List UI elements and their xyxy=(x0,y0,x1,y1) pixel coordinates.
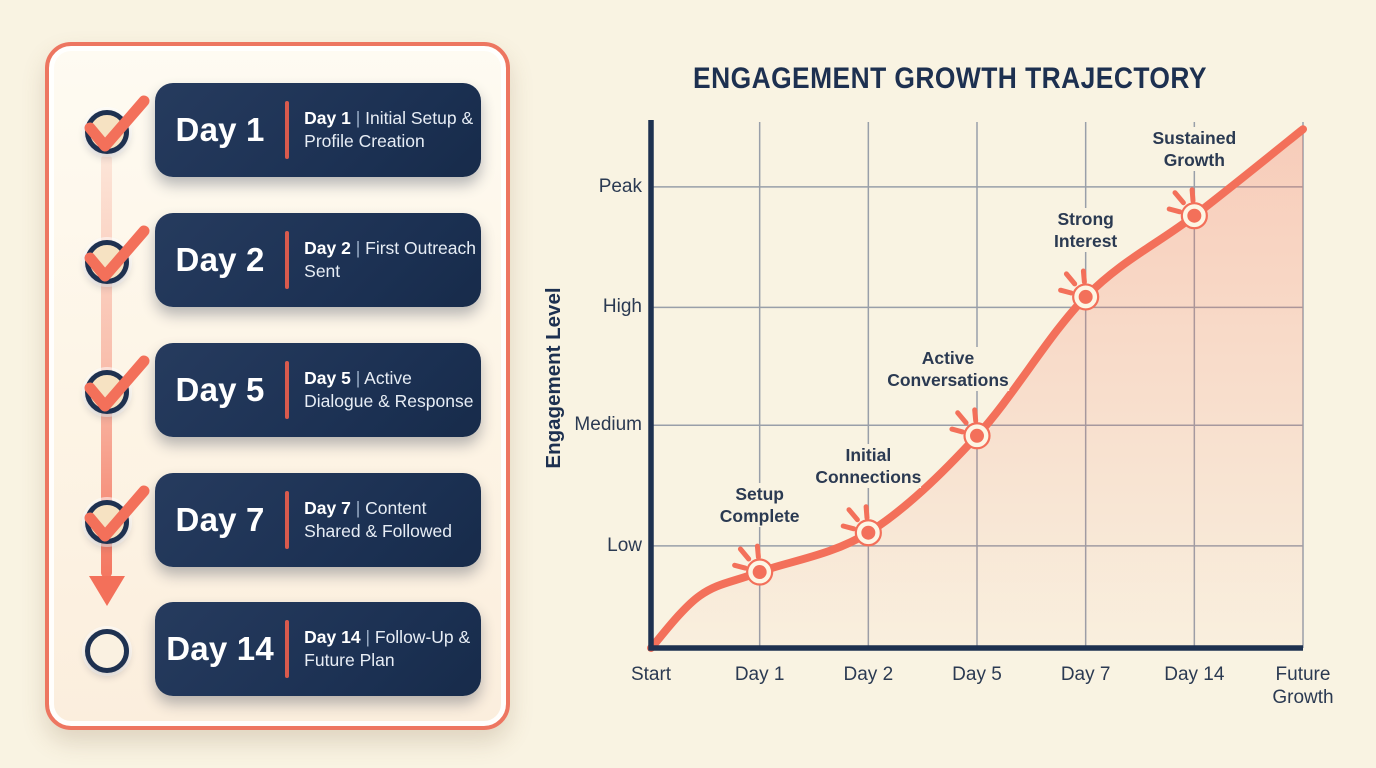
x-tick-label: Day 1 xyxy=(734,664,785,685)
check-circle-checked xyxy=(85,370,129,414)
day-card: Day 1 Day 1 | Initial Setup & Profile Cre… xyxy=(155,83,481,177)
card-description-separator: | xyxy=(360,627,375,647)
check-circle-checked xyxy=(85,110,129,154)
card-divider xyxy=(285,101,290,159)
day-label: Day 1 xyxy=(175,111,265,148)
card-divider xyxy=(285,491,290,549)
x-tick-label: Day 14 xyxy=(1164,664,1225,685)
timeline-arrow-down-icon xyxy=(89,576,125,606)
point-annotation: Sustained Growth xyxy=(1152,126,1237,171)
card-description-text: Initial Setup & Profile Creation xyxy=(304,108,474,151)
card-description: Day 2 | First Outreach Sent xyxy=(304,237,481,283)
x-tick-label: Day 2 xyxy=(843,664,894,685)
card-description-day: Day 1 xyxy=(304,108,351,128)
point-annotation: Setup Complete xyxy=(719,483,800,528)
card-divider xyxy=(285,231,290,289)
x-tick-label: Day 7 xyxy=(1060,664,1111,685)
day-card: Day 2 Day 2 | First Outreach Sent xyxy=(155,213,481,307)
x-tick-label: Future Growth xyxy=(1272,664,1334,708)
card-description-day: Day 14 xyxy=(304,627,361,647)
y-tick-label: Peak xyxy=(598,175,642,197)
card-description-day: Day 2 xyxy=(304,238,351,258)
card-description: Day 7 | Content Shared & Followed xyxy=(304,497,481,543)
card-description-day: Day 5 xyxy=(304,368,351,388)
day-label: Day 2 xyxy=(175,241,265,278)
x-tick-label: Day 5 xyxy=(952,664,1002,685)
point-annotation: Strong Interest xyxy=(1054,207,1118,252)
point-annotation: Initial Connections xyxy=(815,443,922,488)
card-divider xyxy=(285,620,290,678)
card-description-separator: | xyxy=(350,108,366,128)
y-tick-label: High xyxy=(602,296,642,318)
card-description-text: First Outreach Sent xyxy=(304,238,477,281)
day-label: Day 14 xyxy=(166,630,274,667)
y-tick-label: Low xyxy=(607,534,642,556)
check-circle-checked xyxy=(85,240,129,284)
x-tick-label: Start xyxy=(630,664,672,685)
card-description: Day 1 | Initial Setup & Profile Creation xyxy=(304,107,481,153)
chart-title: ENGAGEMENT GROWTH TRAJECTORY xyxy=(693,62,1207,95)
card-description-text: Follow-Up & Future Plan xyxy=(304,627,471,670)
check-circle-checked xyxy=(85,500,129,544)
card-description-separator: | xyxy=(350,498,366,518)
y-tick-label: Medium xyxy=(574,414,642,436)
day-label: Day 5 xyxy=(175,371,265,408)
card-description-text: Content Shared & Followed xyxy=(304,498,453,541)
card-divider xyxy=(285,361,290,419)
day-card: Day 5 Day 5 | Active Dialogue & Response xyxy=(155,343,481,437)
card-description-separator: | xyxy=(350,368,365,388)
card-description-day: Day 7 xyxy=(304,498,351,518)
card-description: Day 5 | Active Dialogue & Response xyxy=(304,367,481,413)
card-description-text: Active Dialogue & Response xyxy=(304,368,474,411)
card-description-separator: | xyxy=(350,238,366,258)
day-card: Day 14 Day 14 | Follow-Up & Future Plan xyxy=(155,602,481,696)
check-circle-empty xyxy=(85,629,129,673)
day-label: Day 7 xyxy=(175,501,265,538)
point-annotation: Active Conversations xyxy=(887,346,1009,391)
day-card: Day 7 Day 7 | Content Shared & Followed xyxy=(155,473,481,567)
card-description: Day 14 | Follow-Up & Future Plan xyxy=(304,626,481,672)
